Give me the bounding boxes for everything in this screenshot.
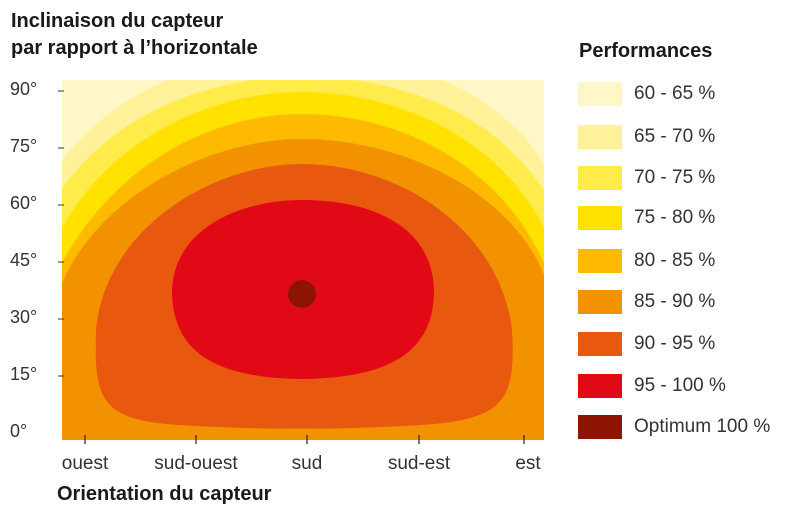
legend-item: 65 - 70 %: [578, 125, 715, 149]
x-axis-ticks: [84, 435, 525, 444]
legend-item: 85 - 90 %: [578, 290, 715, 314]
legend-swatch: [578, 166, 622, 190]
x-tick-ouest: ouest: [61, 453, 109, 474]
x-tick-est: est: [515, 453, 541, 474]
x-tick-sud-est: sud-est: [387, 453, 451, 474]
contour-plot: [58, 80, 544, 444]
legend-item: 95 - 100 %: [578, 374, 726, 398]
legend-item: 90 - 95 %: [578, 332, 715, 356]
legend-label: 65 - 70 %: [634, 126, 716, 147]
legend-item: 70 - 75 %: [578, 166, 715, 190]
legend-swatch: [578, 415, 622, 439]
y-tick-30: 30°: [10, 307, 38, 327]
legend-label: 60 - 65 %: [634, 83, 716, 104]
legend-swatch: [578, 206, 622, 230]
legend-swatch: [578, 249, 622, 273]
legend-label: 90 - 95 %: [634, 333, 716, 354]
legend-swatch: [578, 82, 622, 106]
legend-item: 60 - 65 %: [578, 82, 715, 106]
y-axis-ticks: [58, 90, 64, 377]
legend-label: Optimum 100 %: [634, 416, 771, 437]
legend-swatch: [578, 125, 622, 149]
legend-item: 75 - 80 %: [578, 206, 715, 230]
x-tick-sud-ouest: sud-ouest: [154, 453, 238, 474]
legend-label: 95 - 100 %: [634, 375, 726, 396]
legend-label: 75 - 80 %: [634, 207, 716, 228]
legend-label: 85 - 90 %: [634, 291, 716, 312]
legend: Performances 60 - 65 % 65 - 70 % 70 - 75 %…: [578, 40, 770, 439]
legend-swatch: [578, 290, 622, 314]
legend-item: 80 - 85 %: [578, 249, 715, 273]
y-axis-title-line-1: Inclinaison du capteur: [11, 10, 224, 32]
legend-label: 70 - 75 %: [634, 167, 716, 188]
y-tick-90: 90°: [10, 79, 38, 99]
y-tick-0: 0°: [10, 421, 28, 441]
y-axis-title: Inclinaison du capteur par rapport à l’h…: [11, 8, 258, 62]
legend-title: Performances: [579, 40, 713, 62]
x-axis-title: Orientation du capteur: [57, 483, 272, 505]
legend-label: 80 - 85 %: [634, 250, 716, 271]
y-tick-15: 15°: [10, 364, 38, 384]
optimum-point: [288, 280, 316, 308]
y-tick-45: 45°: [10, 250, 38, 270]
legend-swatch: [578, 374, 622, 398]
legend-item: Optimum 100 %: [578, 415, 770, 439]
y-tick-60: 60°: [10, 193, 38, 213]
y-tick-75: 75°: [10, 136, 38, 156]
legend-swatch: [578, 332, 622, 356]
x-tick-sud: sud: [291, 453, 323, 474]
y-axis-title-line-2: par rapport à l’horizontale: [11, 37, 258, 59]
